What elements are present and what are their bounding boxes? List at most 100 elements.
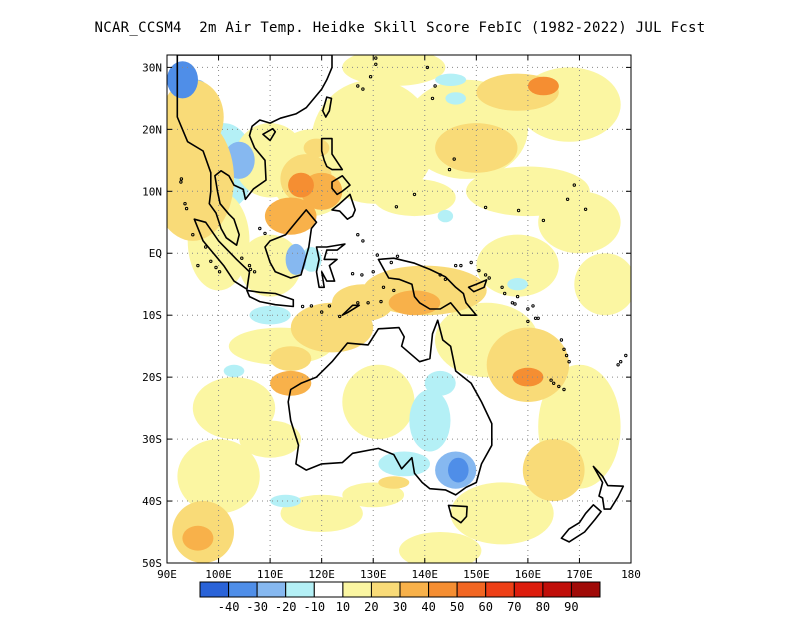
island-outline (368, 75, 373, 79)
skill-patch (538, 191, 621, 254)
island-outline (240, 256, 244, 260)
island-outline (361, 87, 365, 91)
island-outline (526, 307, 530, 311)
colorbar-label: -30 (246, 600, 268, 614)
skill-patch (574, 253, 631, 316)
colorbar-box (370, 581, 401, 598)
skill-patch (239, 420, 301, 458)
colorbar-label: 50 (450, 600, 464, 614)
colorbar-label: 80 (536, 600, 550, 614)
lon-tick-label: 100E (205, 568, 232, 581)
island-outline (356, 301, 360, 305)
lat-tick-label: 10N (142, 185, 162, 198)
island-outline (389, 260, 393, 265)
skill-patch (264, 197, 317, 235)
colorbar-label: -40 (218, 600, 240, 614)
lon-tick-label: 160E (515, 568, 542, 581)
lon-tick-label: 140E (412, 568, 439, 581)
island-outline (510, 301, 515, 305)
lat-tick-label: EQ (149, 247, 162, 260)
lon-tick-label: 130E (360, 568, 387, 581)
island-outline (217, 270, 222, 274)
island-outline (258, 226, 262, 231)
island-outline (204, 245, 208, 249)
skill-patch (167, 79, 224, 155)
colorbar-box (313, 581, 344, 598)
skill-patch (448, 457, 469, 483)
island-outline (179, 177, 184, 181)
island-outline (374, 62, 378, 67)
island-outline (516, 208, 521, 213)
island-outline (616, 363, 620, 367)
island-outline (483, 205, 488, 210)
island-outline (392, 288, 396, 293)
island-outline (338, 314, 342, 319)
island-outline (452, 157, 456, 161)
island-outline (263, 231, 267, 236)
skill-patch (270, 370, 312, 396)
colorbar-label: 10 (336, 600, 350, 614)
coastline-sri-lanka (115, 193, 120, 217)
colorbar-box (570, 581, 601, 598)
island-outline (356, 84, 360, 88)
lon-tick-label: 180 (621, 568, 641, 581)
island-outline (559, 338, 564, 342)
colorbar-box (399, 581, 430, 598)
coastline-timor (341, 304, 361, 316)
island-outline (549, 378, 553, 382)
island-outline (395, 254, 400, 258)
coastline-hainan (262, 127, 277, 142)
lat-tick-label: 20N (142, 123, 162, 136)
island-outline (374, 56, 378, 60)
colorbar-label: 20 (364, 600, 378, 614)
lon-tick-label: 150E (463, 568, 490, 581)
island-outline (309, 304, 314, 308)
map-frame (166, 54, 632, 564)
colorbar-label: 90 (564, 600, 578, 614)
skill-patch (378, 451, 431, 477)
skill-patch (223, 364, 245, 378)
skill-patch (280, 494, 363, 532)
lat-tick-label: 30N (142, 61, 162, 74)
skill-patch (182, 525, 214, 551)
skill-patch (437, 209, 454, 223)
island-outline (562, 347, 566, 351)
coastline-mindanao (331, 193, 356, 220)
skill-patch (303, 138, 330, 158)
coastline-sulawesi (315, 243, 346, 289)
colorbar-box (513, 581, 544, 598)
island-outline (214, 265, 218, 270)
colorbar-box (428, 581, 458, 598)
island-outline (469, 260, 473, 265)
skill-patch (450, 482, 554, 545)
island-outline (179, 180, 183, 184)
colorbar-label: -20 (275, 600, 297, 614)
island-outline (184, 206, 189, 211)
island-outline (394, 205, 399, 209)
skill-patch (527, 76, 559, 96)
island-outline (515, 294, 520, 299)
island-outline (531, 304, 535, 308)
island-outline (500, 285, 504, 289)
lon-tick-label: 110E (257, 568, 284, 581)
island-outline (360, 273, 364, 277)
island-outline (430, 96, 435, 101)
lat-tick-label: 30S (142, 433, 162, 446)
chart-title: NCAR_CCSM4 2m Air Temp. Heidke Skill Sco… (94, 20, 706, 36)
island-outline (487, 276, 491, 280)
island-outline (567, 360, 571, 364)
skill-patch (342, 364, 415, 440)
island-outline (454, 263, 458, 268)
skill-patch (388, 290, 441, 316)
colorbar-label: -10 (303, 600, 325, 614)
colorbar-label: 40 (421, 600, 435, 614)
coastline-tasmania (447, 504, 468, 524)
colorbar-box (485, 581, 515, 598)
skill-patch (435, 123, 518, 173)
island-outline (248, 267, 253, 272)
island-outline (412, 192, 417, 197)
island-outline (583, 207, 588, 212)
island-outline (513, 302, 517, 306)
colorbar-box (228, 581, 258, 598)
